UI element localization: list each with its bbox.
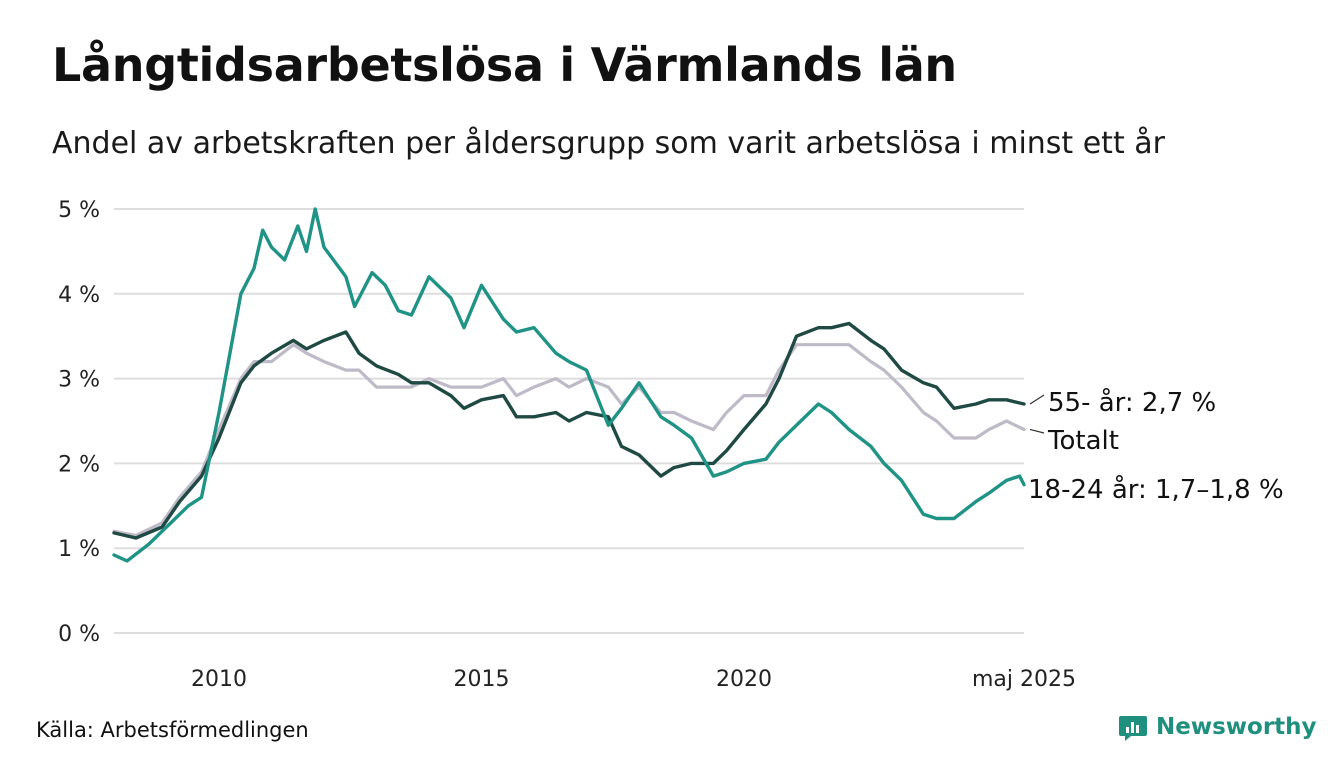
x-tick-label: 2015 (454, 667, 510, 692)
y-tick-label: 0 % (58, 622, 100, 647)
brand-name: Newsworthy (1156, 714, 1317, 740)
y-tick-label: 1 % (58, 537, 100, 562)
source-note: Källa: Arbetsförmedlingen (36, 718, 309, 742)
leader-line-total (1029, 428, 1045, 434)
x-tick-label: 2020 (716, 667, 772, 692)
series-lines (112, 207, 1026, 563)
chart-subtitle: Andel av arbetskraften per åldersgrupp s… (52, 126, 1165, 161)
series-line-total (112, 343, 1026, 538)
newsworthy-logo-icon (1119, 716, 1147, 741)
x-axis-ticks: 2010 2015 2020 maj 2025 (191, 667, 1076, 692)
y-tick-label: 4 % (58, 283, 100, 308)
y-tick-label: 5 % (58, 198, 100, 223)
series-line-senior (112, 321, 1026, 540)
x-tick-label: maj 2025 (972, 667, 1076, 692)
y-tick-label: 2 % (58, 452, 100, 477)
y-axis-ticks: 0 % 1 % 2 % 3 % 4 % 5 % (58, 198, 100, 647)
chart-title: Långtidsarbetslösa i Värmlands län (52, 38, 957, 92)
leader-line-senior (1029, 394, 1045, 405)
end-label-total: Totalt (1047, 426, 1119, 456)
series-line-youth (112, 207, 1026, 563)
end-label-youth: 18-24 år: 1,7–1,8 % (1028, 474, 1284, 505)
brand-logo[interactable]: Newsworthy (1118, 712, 1317, 742)
end-label-senior: 55- år: 2,7 % (1048, 387, 1216, 418)
end-labels: Totalt 55- år: 2,7 % 18-24 år: 1,7–1,8 % (1028, 387, 1284, 505)
grid-lines (114, 208, 1024, 634)
y-tick-label: 3 % (58, 368, 100, 393)
x-tick-label: 2010 (191, 667, 247, 692)
